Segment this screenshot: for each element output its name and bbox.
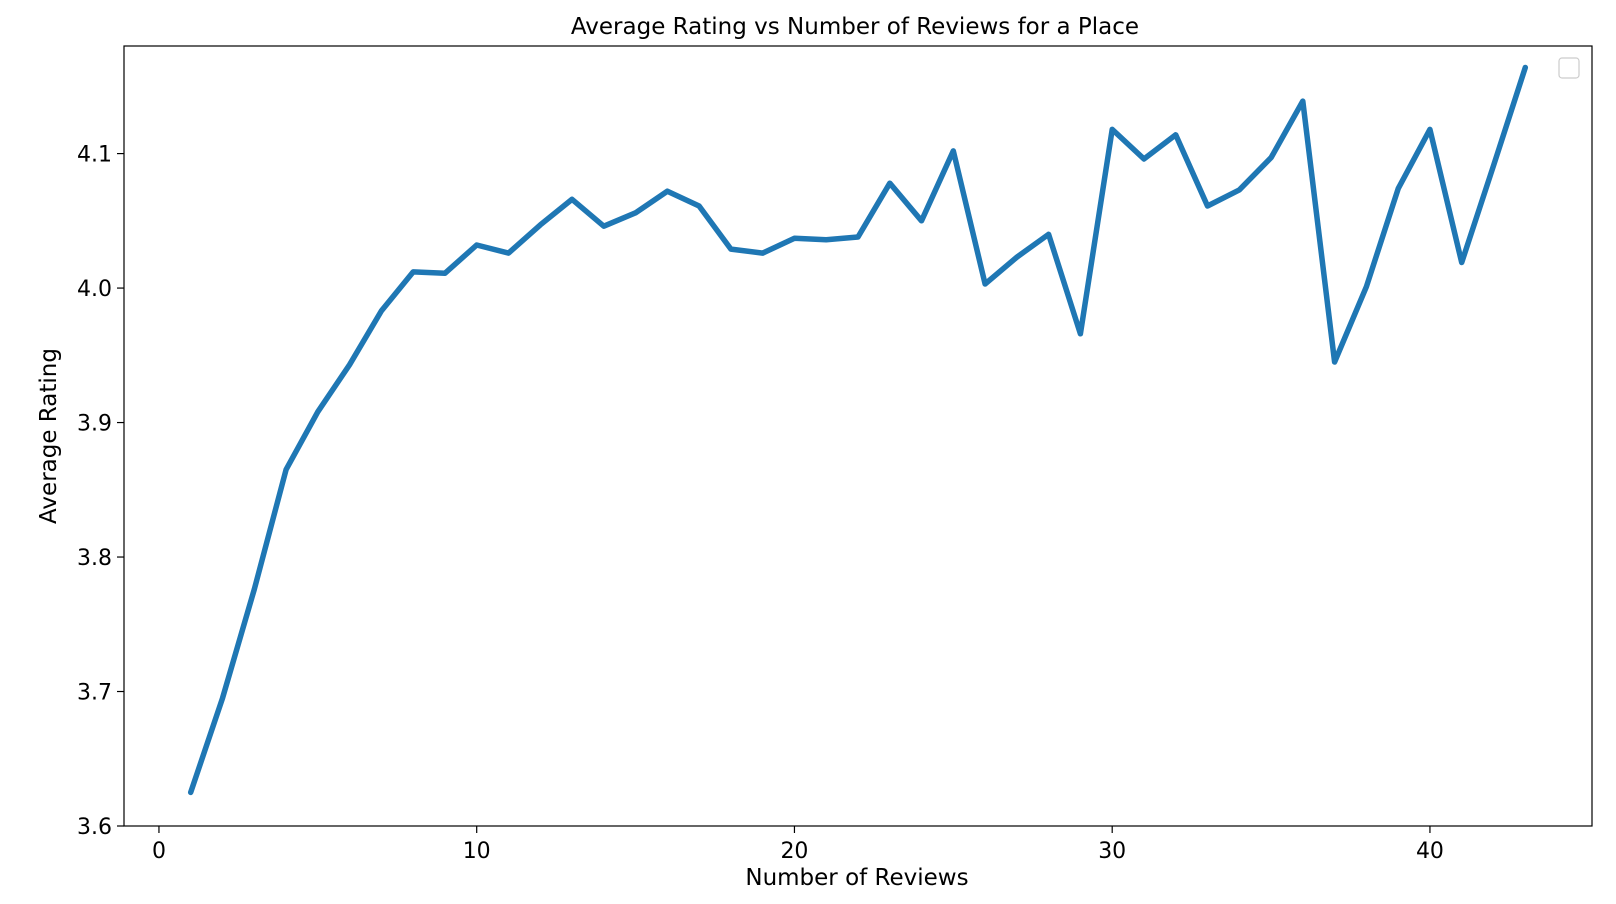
y-tick-label: 3.7	[77, 681, 112, 706]
chart-title: Average Rating vs Number of Reviews for …	[571, 14, 1139, 40]
plot-area	[123, 45, 1593, 827]
x-tick-label: 10	[463, 839, 491, 864]
y-tick-label: 4.0	[77, 277, 112, 302]
y-axis-label: Average Rating	[36, 348, 62, 524]
y-tick-label: 3.8	[77, 546, 112, 571]
y-tick-label: 3.6	[77, 815, 112, 840]
y-tick-label: 4.1	[77, 143, 112, 168]
x-tick-label: 40	[1416, 839, 1444, 864]
legend	[1558, 57, 1580, 79]
y-axis: 3.6 3.7 3.8 3.9 4.0 4.1	[77, 143, 124, 840]
x-axis: 0 10 20 30 40	[152, 826, 1444, 864]
x-tick-label: 0	[152, 839, 166, 864]
series-line	[187, 64, 1529, 796]
y-tick-label: 3.9	[77, 412, 112, 437]
x-tick-label: 30	[1098, 839, 1126, 864]
x-axis-label: Number of Reviews	[745, 865, 968, 891]
x-tick-label: 20	[780, 839, 808, 864]
